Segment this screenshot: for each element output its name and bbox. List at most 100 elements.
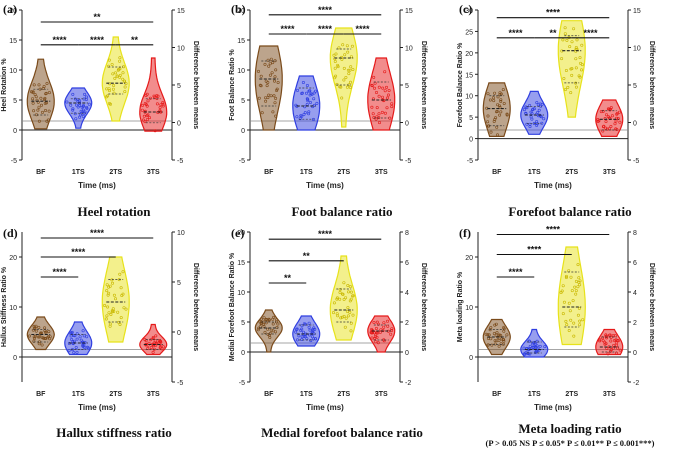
data-point — [161, 101, 165, 105]
data-point — [149, 346, 153, 350]
data-point — [154, 334, 158, 338]
data-point — [370, 105, 374, 109]
violin-3TS — [595, 328, 624, 356]
data-point — [577, 276, 581, 280]
data-point — [262, 316, 266, 320]
data-point — [34, 95, 38, 99]
data-point — [294, 103, 298, 107]
y2-tick-label: 5 — [177, 83, 181, 90]
data-point — [501, 88, 505, 92]
data-point — [346, 283, 350, 287]
data-point — [70, 337, 74, 341]
data-point — [560, 57, 564, 61]
data-point — [486, 120, 490, 124]
data-point — [308, 328, 312, 332]
data-point — [259, 317, 263, 321]
data-point — [264, 99, 268, 103]
data-point — [269, 94, 273, 98]
y2-tick-label: 10 — [405, 46, 413, 53]
data-point — [348, 310, 352, 314]
y2-tick-label: -5 — [177, 380, 183, 387]
data-point — [343, 53, 347, 57]
violin-3TS — [367, 57, 396, 131]
x-tick-label: 2TS — [565, 391, 578, 398]
data-point — [34, 329, 38, 333]
data-point — [74, 117, 78, 121]
significance-label: ** — [549, 28, 557, 38]
data-point — [572, 27, 576, 31]
data-point — [570, 67, 574, 71]
data-point — [376, 331, 380, 335]
x-tick-label: BF — [36, 169, 46, 176]
data-point — [158, 346, 162, 350]
y-tick-label: 20 — [465, 51, 473, 58]
violin-2TS — [557, 246, 586, 346]
data-point — [344, 316, 348, 320]
data-point — [69, 331, 73, 335]
data-point — [564, 275, 568, 279]
data-point — [532, 107, 536, 111]
data-point — [574, 292, 578, 296]
data-point — [533, 344, 537, 348]
data-point — [263, 330, 267, 334]
data-point — [333, 76, 337, 80]
y-tick-label: 20 — [9, 255, 17, 262]
data-point — [335, 312, 339, 316]
significance-label: **** — [583, 28, 598, 38]
violin-BF — [254, 45, 283, 131]
data-point — [385, 106, 389, 110]
data-point — [598, 338, 602, 342]
y-tick-label: 30 — [465, 8, 473, 15]
data-point — [45, 330, 49, 334]
data-point — [578, 56, 582, 60]
data-point — [377, 94, 381, 98]
data-point — [308, 101, 312, 105]
data-point — [307, 321, 311, 325]
data-point — [69, 103, 73, 107]
data-point — [34, 324, 38, 328]
data-point — [535, 339, 539, 343]
data-point — [161, 104, 165, 108]
data-point — [75, 103, 79, 107]
data-point — [145, 118, 149, 122]
data-point — [574, 66, 578, 70]
data-point — [311, 327, 315, 331]
violin-BF — [482, 82, 511, 137]
data-point — [75, 332, 79, 336]
data-point — [340, 57, 344, 61]
data-point — [273, 75, 277, 79]
data-point — [385, 319, 389, 323]
data-point — [373, 335, 377, 339]
y2-tick-label: -2 — [405, 380, 411, 387]
data-point — [347, 72, 351, 76]
data-point — [105, 289, 109, 293]
y-tick-label: 5 — [241, 98, 245, 105]
data-point — [382, 325, 386, 329]
data-point — [610, 114, 614, 118]
data-point — [390, 102, 394, 106]
data-point — [383, 111, 387, 115]
data-point — [108, 284, 112, 288]
significance-label: ** — [303, 251, 311, 261]
data-point — [159, 345, 163, 349]
data-point — [372, 86, 376, 90]
data-point — [578, 279, 582, 283]
y-tick-label: -5 — [239, 158, 245, 165]
data-point — [311, 105, 315, 109]
data-point — [495, 331, 499, 335]
y2-tick-label: 0 — [405, 350, 409, 357]
data-point — [351, 313, 355, 317]
data-point — [598, 339, 602, 343]
data-point — [275, 87, 279, 91]
data-point — [78, 335, 82, 339]
data-point — [294, 330, 298, 334]
data-point — [579, 68, 583, 72]
data-point — [65, 100, 69, 104]
data-point — [495, 110, 499, 114]
x-tick-label: 1TS — [528, 169, 541, 176]
significance-label: **** — [527, 245, 542, 255]
data-point — [351, 294, 355, 298]
data-point — [313, 337, 317, 341]
y-tick-label: -5 — [239, 380, 245, 387]
